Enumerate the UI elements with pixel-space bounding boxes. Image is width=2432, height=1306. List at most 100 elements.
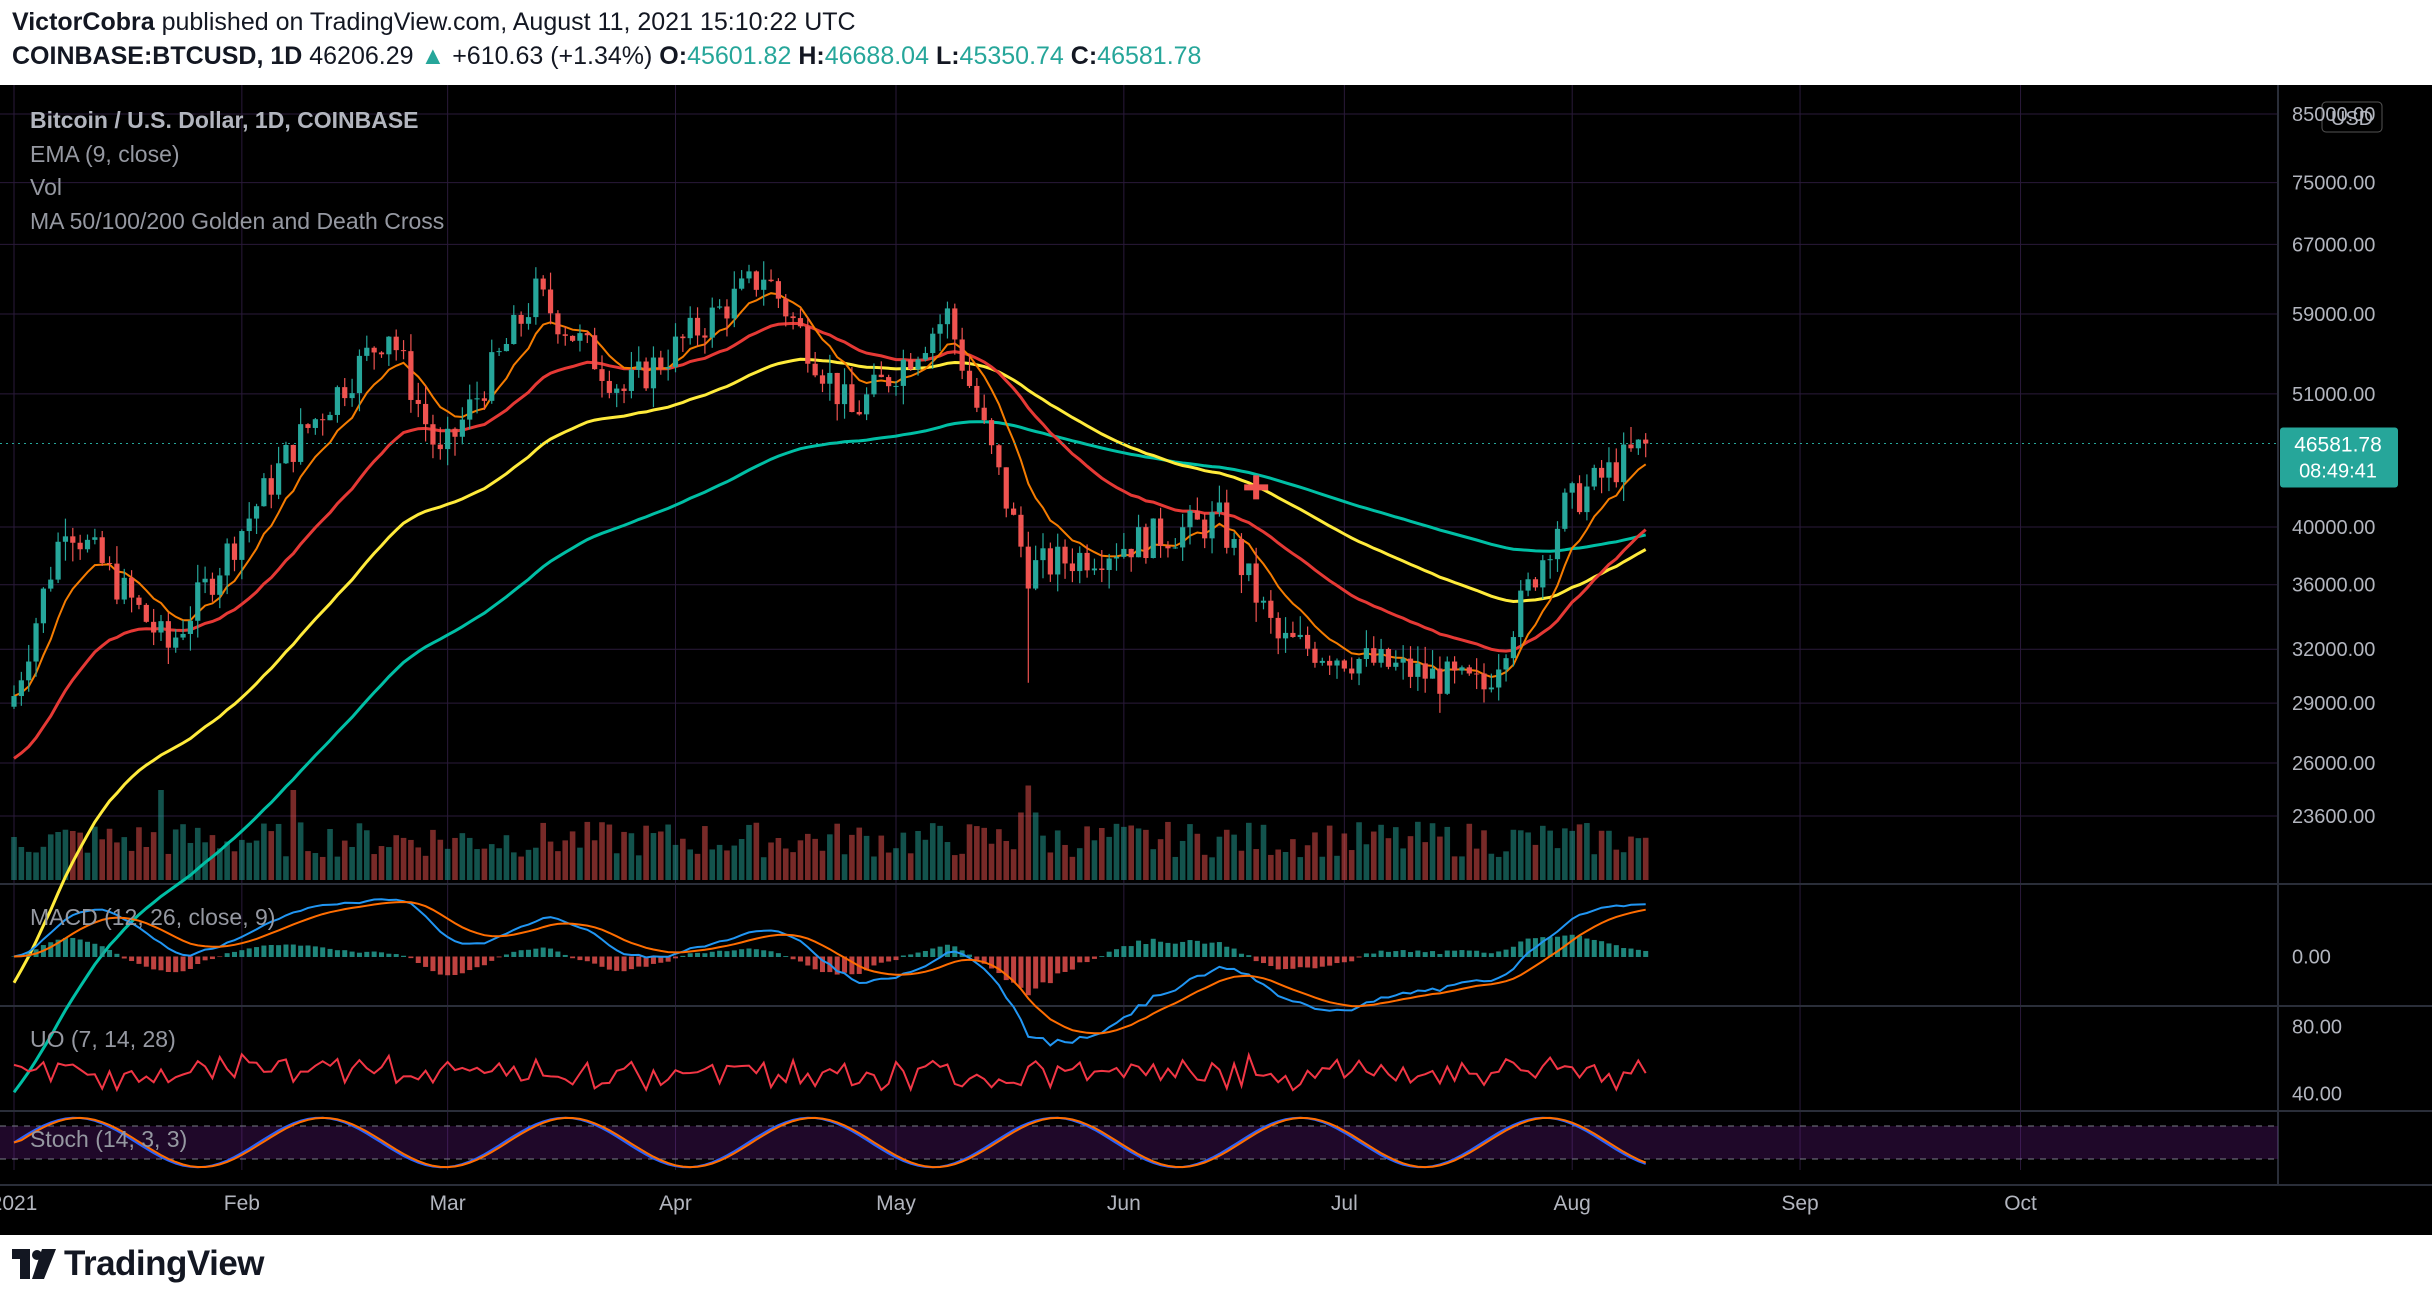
- candle[interactable]: [1496, 669, 1502, 688]
- candle[interactable]: [775, 281, 781, 299]
- candle[interactable]: [1400, 658, 1406, 663]
- candle[interactable]: [761, 279, 767, 290]
- candle[interactable]: [834, 372, 840, 405]
- candle[interactable]: [768, 279, 774, 282]
- candle[interactable]: [1319, 660, 1325, 663]
- candle[interactable]: [841, 384, 848, 405]
- candle[interactable]: [1437, 668, 1443, 694]
- candle[interactable]: [1113, 556, 1120, 559]
- candle[interactable]: [342, 387, 348, 399]
- candle[interactable]: [187, 620, 193, 634]
- candle[interactable]: [930, 333, 936, 354]
- candle[interactable]: [364, 347, 370, 356]
- candle[interactable]: [996, 445, 1002, 468]
- candles[interactable]: [11, 261, 1649, 713]
- candle[interactable]: [915, 359, 921, 370]
- candle[interactable]: [26, 661, 32, 681]
- candle[interactable]: [356, 355, 363, 394]
- candle[interactable]: [511, 314, 517, 345]
- candle[interactable]: [665, 366, 671, 369]
- candle[interactable]: [400, 350, 407, 352]
- candle[interactable]: [1591, 467, 1597, 487]
- candle[interactable]: [731, 288, 737, 319]
- candle[interactable]: [467, 399, 473, 420]
- candle[interactable]: [658, 357, 664, 369]
- candle[interactable]: [1562, 492, 1568, 529]
- candle[interactable]: [121, 577, 127, 600]
- candle[interactable]: [812, 363, 818, 376]
- candle[interactable]: [1260, 600, 1267, 603]
- candle[interactable]: [1466, 667, 1472, 674]
- candle[interactable]: [1341, 660, 1347, 669]
- candle[interactable]: [1003, 467, 1009, 509]
- candle[interactable]: [1121, 548, 1127, 557]
- author[interactable]: VictorCobra: [12, 8, 155, 36]
- candle[interactable]: [562, 334, 568, 336]
- candle[interactable]: [937, 324, 943, 334]
- candle[interactable]: [988, 420, 995, 446]
- candle[interactable]: [327, 414, 333, 421]
- candle[interactable]: [276, 463, 282, 495]
- candle[interactable]: [680, 336, 686, 339]
- candle[interactable]: [952, 308, 958, 340]
- candle[interactable]: [922, 353, 928, 360]
- candle[interactable]: [1224, 502, 1230, 548]
- candle[interactable]: [1569, 483, 1575, 493]
- candle[interactable]: [1180, 527, 1186, 548]
- candle[interactable]: [393, 336, 399, 351]
- candle[interactable]: [1444, 661, 1450, 694]
- candle[interactable]: [33, 623, 39, 662]
- candle[interactable]: [1077, 552, 1083, 572]
- candle[interactable]: [1135, 527, 1142, 558]
- candle[interactable]: [849, 384, 855, 412]
- candle[interactable]: [408, 351, 414, 400]
- candle[interactable]: [805, 326, 811, 364]
- candle[interactable]: [48, 579, 54, 589]
- candle[interactable]: [1363, 648, 1369, 660]
- candle[interactable]: [1158, 518, 1164, 546]
- candle[interactable]: [1194, 510, 1200, 520]
- candle[interactable]: [672, 336, 679, 367]
- candle[interactable]: [1635, 439, 1641, 449]
- candle[interactable]: [158, 621, 164, 633]
- candle[interactable]: [871, 374, 877, 395]
- candle[interactable]: [525, 317, 532, 324]
- candle[interactable]: [320, 419, 326, 421]
- candle[interactable]: [864, 394, 870, 415]
- candle[interactable]: [239, 531, 245, 560]
- candle[interactable]: [209, 578, 216, 595]
- candle[interactable]: [1216, 502, 1222, 513]
- candle[interactable]: [1334, 660, 1340, 666]
- candle[interactable]: [1253, 563, 1259, 603]
- candle[interactable]: [878, 374, 884, 378]
- candle[interactable]: [1532, 579, 1539, 588]
- candle[interactable]: [628, 369, 634, 391]
- candle[interactable]: [1643, 439, 1649, 444]
- candle[interactable]: [614, 388, 620, 393]
- candle[interactable]: [378, 352, 385, 355]
- candle[interactable]: [1282, 632, 1289, 639]
- candle[interactable]: [452, 428, 458, 437]
- candle[interactable]: [717, 306, 723, 308]
- candle[interactable]: [334, 387, 340, 415]
- candle[interactable]: [151, 621, 157, 633]
- candle[interactable]: [1547, 559, 1553, 561]
- candle[interactable]: [1033, 560, 1039, 589]
- candle[interactable]: [92, 537, 98, 540]
- candle[interactable]: [1165, 545, 1171, 549]
- candle[interactable]: [599, 369, 605, 381]
- candle[interactable]: [636, 361, 642, 370]
- candle[interactable]: [1518, 590, 1524, 638]
- candle[interactable]: [966, 370, 973, 386]
- candle[interactable]: [1385, 648, 1392, 667]
- candle[interactable]: [180, 633, 186, 638]
- candle[interactable]: [1091, 568, 1098, 571]
- candle[interactable]: [790, 316, 796, 319]
- candle[interactable]: [496, 351, 502, 353]
- candle[interactable]: [694, 317, 701, 336]
- candle[interactable]: [1084, 552, 1090, 571]
- candle[interactable]: [11, 696, 17, 707]
- candle[interactable]: [1040, 548, 1046, 561]
- candle[interactable]: [1099, 568, 1105, 571]
- candle[interactable]: [724, 306, 730, 319]
